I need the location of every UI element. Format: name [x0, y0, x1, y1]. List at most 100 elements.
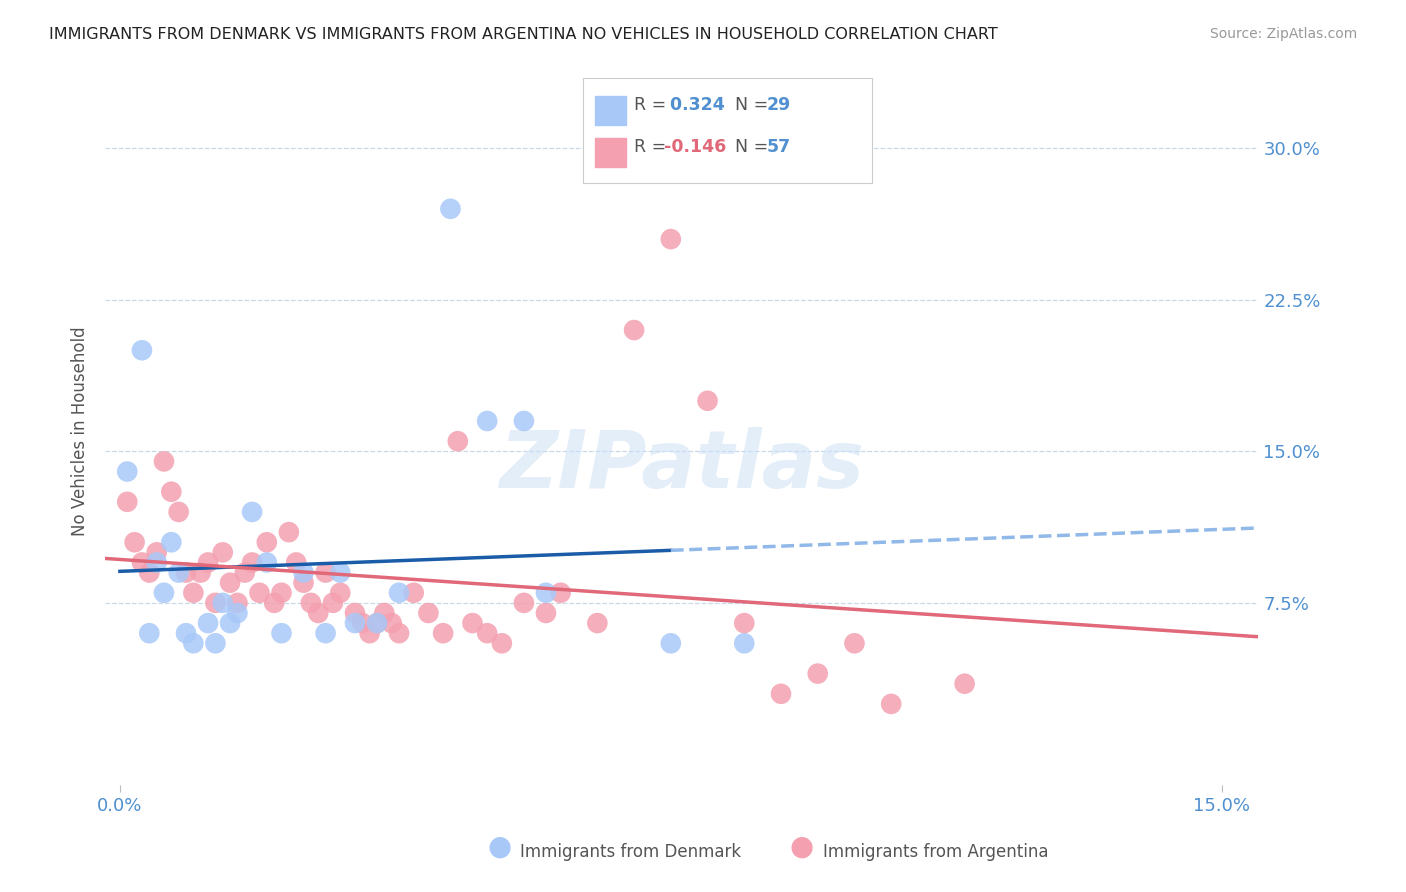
Point: [285, 556, 308, 570]
Point: [513, 596, 536, 610]
Text: Immigrants from Denmark: Immigrants from Denmark: [520, 843, 741, 861]
Text: N =: N =: [724, 138, 773, 156]
Text: R =: R =: [634, 138, 672, 156]
Text: Source: ZipAtlas.com: Source: ZipAtlas.com: [1209, 27, 1357, 41]
Text: ●: ●: [789, 833, 814, 861]
Point: [534, 586, 557, 600]
Point: [145, 545, 167, 559]
Point: [197, 616, 219, 631]
Point: [131, 343, 153, 358]
Point: [844, 636, 866, 650]
Point: [388, 626, 411, 640]
Point: [329, 566, 352, 580]
Text: ●: ●: [486, 833, 512, 861]
Point: [160, 535, 183, 549]
Point: [388, 586, 411, 600]
Point: [315, 566, 337, 580]
Point: [117, 495, 139, 509]
Point: [167, 505, 190, 519]
Point: [219, 616, 242, 631]
Text: R =: R =: [634, 96, 672, 114]
Point: [586, 616, 609, 631]
Point: [513, 414, 536, 428]
Point: [226, 596, 249, 610]
Point: [534, 606, 557, 620]
Point: [138, 566, 160, 580]
Point: [366, 616, 388, 631]
Point: [461, 616, 484, 631]
Point: [138, 626, 160, 640]
Point: [117, 465, 139, 479]
Point: [418, 606, 440, 620]
Point: [233, 566, 256, 580]
Point: [219, 575, 242, 590]
Point: [432, 626, 454, 640]
Point: [733, 616, 755, 631]
Point: [124, 535, 146, 549]
Point: [477, 626, 499, 640]
Text: 0.324: 0.324: [664, 96, 724, 114]
Point: [343, 616, 366, 631]
Point: [153, 586, 176, 600]
Point: [249, 586, 271, 600]
Point: [292, 566, 315, 580]
Point: [167, 566, 190, 580]
Point: [807, 666, 830, 681]
Point: [359, 626, 381, 640]
Point: [292, 575, 315, 590]
Point: [204, 596, 226, 610]
Point: [256, 535, 278, 549]
Point: [315, 626, 337, 640]
Point: [366, 616, 388, 631]
Text: 29: 29: [766, 96, 790, 114]
Point: [174, 566, 197, 580]
Point: [550, 586, 572, 600]
Point: [256, 556, 278, 570]
Point: [659, 636, 682, 650]
Point: [439, 202, 461, 216]
Point: [211, 596, 233, 610]
Point: [381, 616, 404, 631]
Point: [491, 636, 513, 650]
Point: [263, 596, 285, 610]
Point: [343, 606, 366, 620]
Point: [160, 484, 183, 499]
Point: [240, 505, 263, 519]
Point: [226, 606, 249, 620]
Point: [696, 393, 718, 408]
Point: [174, 626, 197, 640]
Text: -0.146: -0.146: [664, 138, 725, 156]
Text: IMMIGRANTS FROM DENMARK VS IMMIGRANTS FROM ARGENTINA NO VEHICLES IN HOUSEHOLD CO: IMMIGRANTS FROM DENMARK VS IMMIGRANTS FR…: [49, 27, 998, 42]
Point: [953, 676, 976, 690]
Point: [204, 636, 226, 650]
Text: ZIPatlas: ZIPatlas: [499, 427, 865, 506]
Point: [352, 616, 374, 631]
Point: [329, 586, 352, 600]
Point: [270, 626, 292, 640]
Point: [623, 323, 645, 337]
Point: [880, 697, 903, 711]
Point: [270, 586, 292, 600]
Point: [183, 636, 205, 650]
Point: [240, 556, 263, 570]
Point: [131, 556, 153, 570]
Point: [322, 596, 344, 610]
Point: [211, 545, 233, 559]
Point: [190, 566, 212, 580]
Point: [373, 606, 395, 620]
Text: 57: 57: [766, 138, 790, 156]
Point: [307, 606, 329, 620]
Point: [733, 636, 755, 650]
Point: [447, 434, 470, 449]
Text: N =: N =: [724, 96, 773, 114]
Point: [153, 454, 176, 468]
Point: [477, 414, 499, 428]
Y-axis label: No Vehicles in Household: No Vehicles in Household: [72, 326, 89, 536]
Point: [197, 556, 219, 570]
Point: [659, 232, 682, 246]
Point: [769, 687, 792, 701]
Point: [402, 586, 425, 600]
Text: Immigrants from Argentina: Immigrants from Argentina: [823, 843, 1047, 861]
Point: [145, 556, 167, 570]
Point: [299, 596, 322, 610]
